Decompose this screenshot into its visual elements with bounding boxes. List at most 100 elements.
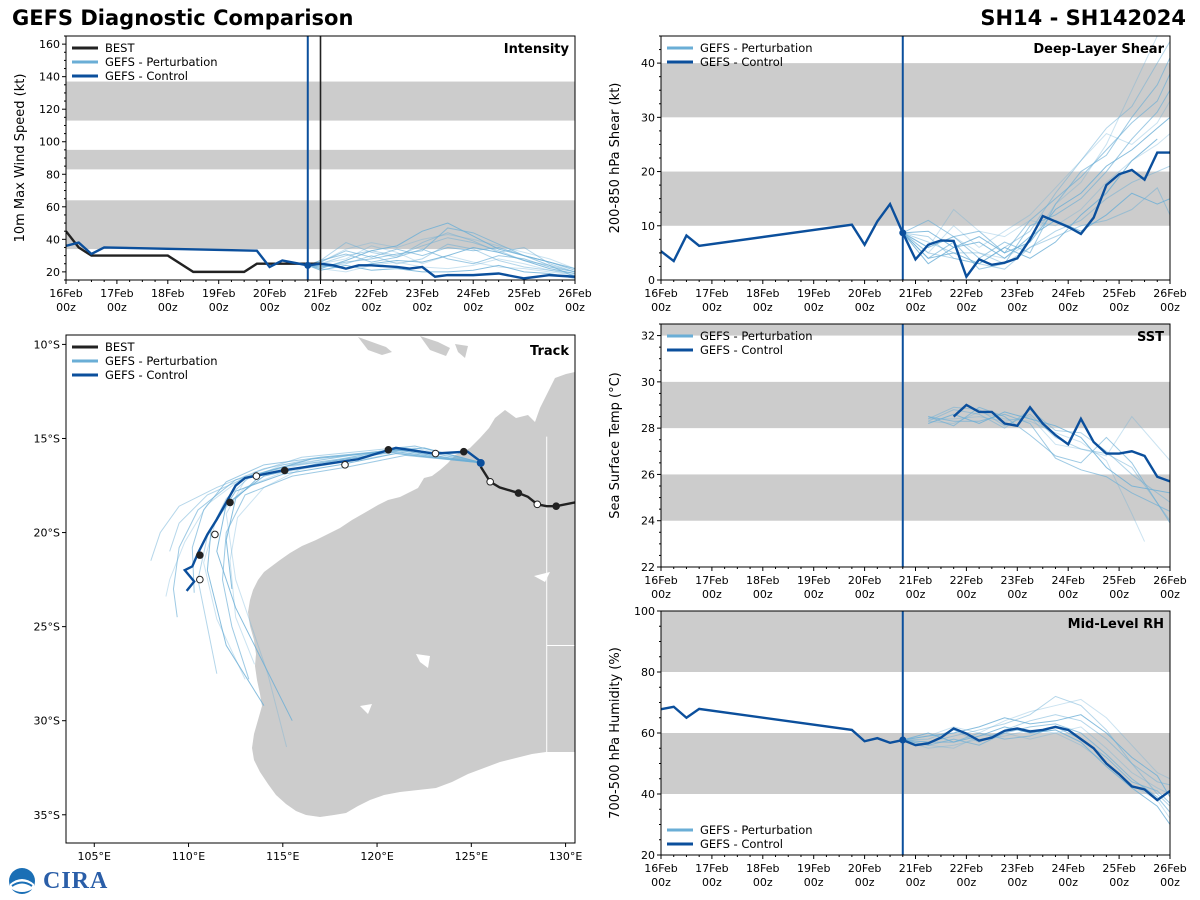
intensity-perturbation-line — [307, 222, 575, 270]
shear-xtick-hour: 00z — [753, 301, 773, 314]
island — [358, 337, 392, 355]
shear-xtick-date: 17Feb — [695, 287, 728, 300]
track-ytick-label: 30°S — [34, 715, 60, 728]
track-title: Track — [530, 344, 569, 359]
rh-xtick-date: 26Feb — [1153, 862, 1186, 875]
rh-xtick-hour: 00z — [957, 876, 977, 889]
intensity-ylabel: 10m Max Wind Speed (kt) — [13, 74, 28, 243]
track-xtick-label: 125°E — [455, 850, 488, 863]
intensity-ytick-label: 80 — [46, 168, 60, 181]
best-track-point — [552, 502, 560, 511]
shear-xtick-date: 24Feb — [1051, 287, 1084, 300]
sst-xtick-hour: 00z — [651, 588, 671, 601]
sst-xtick-hour: 00z — [753, 588, 773, 601]
shear-xtick-date: 19Feb — [797, 287, 830, 300]
sst-threshold-band — [661, 324, 1170, 336]
intensity-xtick-hour: 00z — [209, 301, 229, 314]
intensity-perturbation-line — [307, 232, 575, 273]
sst-xtick-date: 22Feb — [950, 574, 983, 587]
intensity-xtick-hour: 00z — [412, 301, 432, 314]
sst-ytick-label: 22 — [641, 561, 655, 574]
track-legend-label-control: GEFS - Control — [105, 368, 188, 382]
intensity-ytick-label: 40 — [46, 233, 60, 246]
sst-xtick-date: 20Feb — [848, 574, 881, 587]
shear-perturbation-line — [902, 138, 1158, 265]
track-ytick-label: 15°S — [34, 432, 60, 445]
shear-xtick-date: 18Feb — [746, 287, 779, 300]
sst-threshold-band — [661, 381, 1170, 429]
intensity-perturbation-line — [307, 258, 575, 276]
rh-xtick-date: 22Feb — [950, 862, 983, 875]
intensity-legend-label-best: BEST — [105, 41, 135, 55]
intensity-title: Intensity — [504, 42, 570, 57]
noaa-logo-icon — [9, 868, 35, 894]
sst-panel: 22242628303216Feb00z17Feb00z18Feb00z19Fe… — [608, 323, 1187, 601]
rh-xtick-hour: 00z — [702, 876, 722, 889]
sst-perturbation-line — [928, 406, 1170, 524]
intensity-xtick-hour: 00z — [56, 301, 76, 314]
intensity-xtick-date: 22Feb — [355, 287, 388, 300]
track-xtick-label: 120°E — [360, 850, 393, 863]
rh-xtick-date: 17Feb — [695, 862, 728, 875]
rh-xtick-date: 20Feb — [848, 862, 881, 875]
track-xtick-label: 130°E — [549, 850, 582, 863]
shear-xtick-date: 21Feb — [899, 287, 932, 300]
island — [566, 372, 575, 395]
island — [455, 344, 468, 358]
sst-xtick-hour: 00z — [906, 588, 926, 601]
intensity-xtick-date: 21Feb — [304, 287, 337, 300]
intensity-xtick-date: 20Feb — [253, 287, 286, 300]
perturbation-track — [206, 453, 483, 706]
rh-xtick-hour: 00z — [1058, 876, 1078, 889]
shear-xtick-hour: 00z — [651, 301, 671, 314]
rh-xtick-date: 16Feb — [644, 862, 677, 875]
shear-xtick-hour: 00z — [804, 301, 824, 314]
shear-perturbation-line — [902, 73, 1170, 254]
sst-perturbation-line — [928, 415, 1170, 461]
shear-xtick-date: 20Feb — [848, 287, 881, 300]
rh-xtick-hour: 00z — [1160, 876, 1180, 889]
inland-lake — [416, 654, 430, 668]
figure-title: GEFS Diagnostic Comparison — [12, 6, 354, 30]
intensity-xtick-date: 18Feb — [151, 287, 184, 300]
intensity-xtick-hour: 00z — [107, 301, 127, 314]
best-track-point — [514, 489, 523, 497]
track-legend-label-best: BEST — [105, 340, 135, 354]
rh-xtick-date: 18Feb — [746, 862, 779, 875]
sst-control-line — [952, 403, 1170, 483]
track-map-area — [150, 336, 575, 817]
shear-threshold-band — [661, 63, 1170, 118]
intensity-xtick-hour: 00z — [514, 301, 534, 314]
intensity-xtick-hour: 00z — [260, 301, 280, 314]
control-track-point — [252, 472, 261, 480]
intensity-perturbation-line — [307, 243, 575, 274]
intensity-xtick-hour: 00z — [565, 301, 585, 314]
best-track-point — [533, 500, 542, 509]
sst-xtick-date: 19Feb — [797, 574, 830, 587]
intensity-ytick-label: 160 — [39, 38, 60, 51]
perturbation-track — [203, 453, 483, 680]
shear-xtick-date: 22Feb — [950, 287, 983, 300]
sst-ytick-label: 26 — [641, 468, 655, 481]
rh-threshold-band — [661, 611, 1170, 672]
intensity-perturbation-line — [307, 237, 575, 273]
shear-perturbation-line — [902, 192, 1170, 265]
track-init-marker — [476, 458, 485, 467]
rh-legend-label-control: GEFS - Control — [700, 837, 783, 851]
shear-perturbation-line — [902, 165, 1170, 265]
intensity-perturbation-line — [307, 233, 575, 270]
track-ytick-label: 20°S — [34, 527, 60, 540]
cira-logo-text: CIRA — [43, 867, 109, 894]
shear-xtick-hour: 00z — [702, 301, 722, 314]
intensity-perturbation-line — [307, 264, 575, 279]
control-track-point — [384, 445, 393, 454]
shear-xtick-date: 26Feb — [1153, 287, 1186, 300]
track-xtick-label: 105°E — [78, 850, 111, 863]
shear-ylabel: 200-850 hPa Shear (kt) — [608, 83, 623, 234]
shear-legend-label-control: GEFS - Control — [700, 55, 783, 69]
australia-landmass — [248, 372, 575, 817]
control-track-point — [431, 449, 440, 458]
sst-xtick-hour: 00z — [855, 588, 875, 601]
control-track-point — [196, 575, 204, 584]
shear-control-line — [661, 151, 1170, 280]
